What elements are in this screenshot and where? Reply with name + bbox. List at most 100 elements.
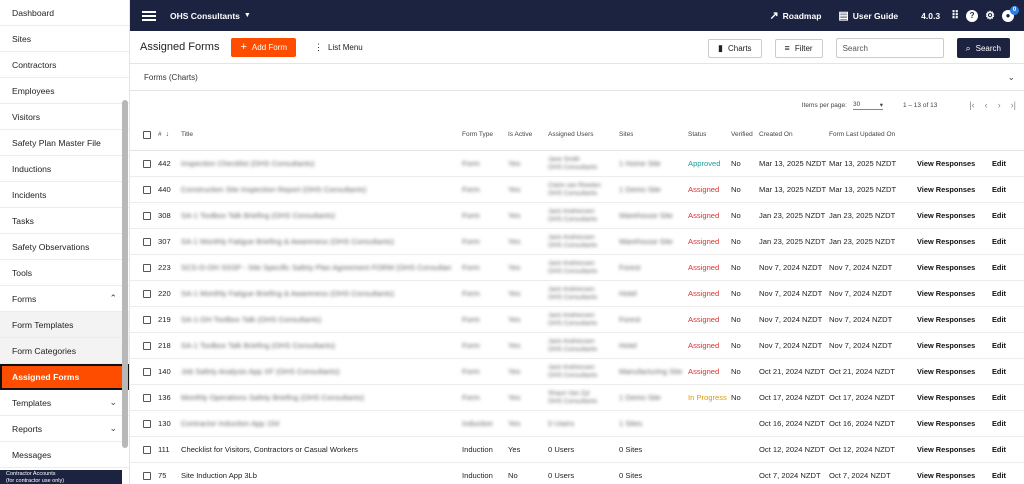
sidebar-item-messages[interactable]: Messages	[0, 442, 129, 468]
edit-link[interactable]: Edit	[992, 237, 1006, 246]
row-checkbox[interactable]	[143, 315, 151, 324]
contractor-accounts-link[interactable]: Contractor Accounts (for contractor use …	[0, 470, 122, 484]
sidebar-item-label: Safety Plan Master File	[12, 137, 101, 148]
row-checkbox[interactable]	[143, 237, 151, 246]
account-button[interactable]: ● 0	[1002, 5, 1019, 22]
view-responses-link[interactable]: View Responses	[917, 263, 976, 272]
sidebar-item-sites[interactable]: Sites	[0, 26, 129, 52]
sidebar-item-form-templates[interactable]: Form Templates	[0, 312, 129, 338]
header-form-type[interactable]: Form Type	[462, 131, 493, 138]
help-icon[interactable]: ?	[966, 9, 979, 22]
view-responses-link[interactable]: View Responses	[917, 289, 976, 298]
roadmap-button[interactable]: ↗ Roadmap	[769, 9, 821, 22]
assigned-users-line: OHS Consultants	[548, 267, 598, 275]
sidebar-item-tasks[interactable]: Tasks	[0, 208, 129, 234]
last-page-icon[interactable]: ›|	[1010, 100, 1016, 110]
row-checkbox[interactable]	[143, 367, 151, 376]
sidebar-item-visitors[interactable]: Visitors	[0, 104, 129, 130]
assigned-users-line: 0 Users	[548, 471, 575, 480]
sidebar-item-form-categories[interactable]: Form Categories	[0, 338, 129, 364]
view-responses-link[interactable]: View Responses	[917, 237, 976, 246]
cell-created-on: Oct 12, 2024 NZDT	[759, 445, 825, 454]
row-checkbox[interactable]	[143, 289, 151, 298]
edit-link[interactable]: Edit	[992, 211, 1006, 220]
edit-link[interactable]: Edit	[992, 419, 1006, 428]
edit-link[interactable]: Edit	[992, 159, 1006, 168]
row-checkbox[interactable]	[143, 341, 151, 350]
table-row: 140 Job Safety Analysis App XF (OHS Consu…	[130, 359, 1024, 385]
add-form-button[interactable]: + Add Form	[231, 37, 297, 57]
next-page-icon[interactable]: ›	[997, 100, 1001, 110]
row-checkbox[interactable]	[143, 159, 151, 168]
search-input[interactable]	[835, 38, 944, 58]
row-checkbox[interactable]	[143, 471, 151, 480]
sidebar-item-assigned-forms[interactable]: Assigned Forms	[0, 364, 129, 390]
items-per-page-select[interactable]: 30 ▾	[852, 101, 883, 110]
sidebar-item-safety-plan-master-file[interactable]: Safety Plan Master File	[0, 130, 129, 156]
edit-link[interactable]: Edit	[992, 367, 1006, 376]
row-checkbox[interactable]	[143, 185, 151, 194]
edit-link[interactable]: Edit	[992, 185, 1006, 194]
row-checkbox[interactable]	[143, 211, 151, 220]
edit-link[interactable]: Edit	[992, 445, 1006, 454]
view-responses-link[interactable]: View Responses	[917, 159, 976, 168]
gear-icon[interactable]: ⚙	[985, 10, 995, 22]
edit-link[interactable]: Edit	[992, 393, 1006, 402]
header-title[interactable]: Title	[181, 131, 194, 138]
list-menu-button[interactable]: ⋮ List Menu	[314, 42, 363, 53]
sidebar-item-forms[interactable]: Forms ⌃	[0, 286, 129, 312]
edit-link[interactable]: Edit	[992, 263, 1006, 272]
apps-grid-icon[interactable]: ⠿	[951, 10, 960, 22]
view-responses-link[interactable]: View Responses	[917, 445, 976, 454]
charts-panel-label: Forms (Charts)	[144, 72, 198, 82]
edit-link[interactable]: Edit	[992, 341, 1006, 350]
user-guide-button[interactable]: ▤ User Guide	[838, 9, 898, 22]
edit-link[interactable]: Edit	[992, 315, 1006, 324]
header-assigned-users[interactable]: Assigned Users	[548, 131, 594, 138]
org-selector[interactable]: OHS Consultants	[170, 10, 240, 21]
charts-button[interactable]: ▮ Charts	[708, 38, 762, 58]
sidebar-scrollbar[interactable]	[122, 100, 128, 448]
sidebar-item-contractors[interactable]: Contractors	[0, 52, 129, 78]
sidebar-item-employees[interactable]: Employees	[0, 78, 129, 104]
header-verified[interactable]: Verified	[731, 131, 753, 138]
row-checkbox[interactable]	[143, 263, 151, 272]
header-last-updated[interactable]: Form Last Updated On	[829, 131, 896, 138]
view-responses-link[interactable]: View Responses	[917, 393, 976, 402]
sidebar-item-incidents[interactable]: Incidents	[0, 182, 129, 208]
view-responses-link[interactable]: View Responses	[917, 367, 976, 376]
view-responses-link[interactable]: View Responses	[917, 471, 976, 480]
edit-link[interactable]: Edit	[992, 471, 1006, 480]
sidebar-item-inductions[interactable]: Inductions	[0, 156, 129, 182]
view-responses-link[interactable]: View Responses	[917, 419, 976, 428]
chevron-down-icon[interactable]: ⌄	[1007, 71, 1015, 82]
first-page-icon[interactable]: |‹	[969, 100, 975, 110]
caret-down-icon[interactable]: ▼	[243, 12, 251, 19]
previous-page-icon[interactable]: ‹	[984, 100, 988, 110]
view-responses-link[interactable]: View Responses	[917, 211, 976, 220]
sidebar-item-templates[interactable]: Templates ⌄	[0, 390, 129, 416]
select-all-checkbox[interactable]	[143, 130, 151, 139]
cell-last-updated: Oct 17, 2024 NZDT	[829, 393, 895, 402]
search-button[interactable]: ⌕ Search	[956, 38, 1010, 58]
edit-link[interactable]: Edit	[992, 289, 1006, 298]
forms-charts-panel[interactable]: Forms (Charts) ⌄	[130, 64, 1024, 91]
view-responses-link[interactable]: View Responses	[917, 185, 976, 194]
sidebar-item-reports[interactable]: Reports ⌄	[0, 416, 129, 442]
cell-num: 219	[158, 315, 171, 324]
sidebar-item-dashboard[interactable]: Dashboard	[0, 0, 129, 26]
sidebar-item-safety-observations[interactable]: Safety Observations	[0, 234, 129, 260]
row-checkbox[interactable]	[143, 393, 151, 402]
view-responses-link[interactable]: View Responses	[917, 315, 976, 324]
menu-icon[interactable]	[142, 10, 156, 21]
view-responses-link[interactable]: View Responses	[917, 341, 976, 350]
header-status[interactable]: Status	[688, 131, 707, 138]
sidebar-item-tools[interactable]: Tools	[0, 260, 129, 286]
header-created-on[interactable]: Created On	[759, 131, 793, 138]
header-sites[interactable]: Sites	[619, 131, 634, 138]
filter-button[interactable]: ≡ Filter	[774, 38, 823, 58]
header-num[interactable]: # ↓	[158, 118, 169, 151]
row-checkbox[interactable]	[143, 419, 151, 428]
header-is-active[interactable]: Is Active	[508, 131, 533, 138]
row-checkbox[interactable]	[143, 445, 151, 454]
